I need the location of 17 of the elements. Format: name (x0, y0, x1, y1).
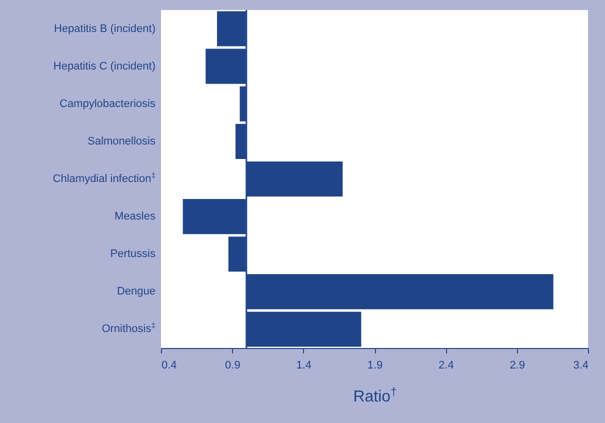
x-tick-label: 0.9 (225, 360, 240, 372)
y-tick-label: Dengue (116, 286, 156, 298)
x-tick-label: 0.4 (162, 360, 177, 372)
y-tick-label: Chlamydial infection$^{‡}$ (52, 170, 156, 185)
x-tick-label: 2.4 (438, 360, 454, 372)
x-tick-label: 1.4 (296, 360, 312, 372)
x-tick-label: 1.9 (367, 360, 383, 372)
x-tick-label: 2.9 (510, 360, 525, 372)
y-tick-label: Pertussis (110, 248, 156, 260)
y-tick-label: Hepatitis B (incident) (54, 22, 156, 35)
x-tick-label: 3.4 (573, 360, 588, 372)
y-tick-label: Hepatitis C (incident) (53, 60, 156, 72)
y-tick-label: Campylobacteriosis (60, 98, 156, 110)
y-tick-label: Measles (114, 210, 156, 223)
x-axis-title: Ratio$^{†}$ (353, 386, 397, 406)
y-tick-label: Salmonellosis (88, 135, 156, 148)
y-tick-label: Ornithosis$^{‡}$ (102, 320, 156, 336)
